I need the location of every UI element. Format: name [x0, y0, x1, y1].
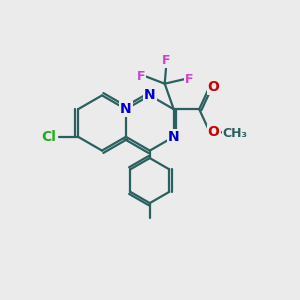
Text: CH₃: CH₃ [223, 127, 248, 140]
Text: F: F [162, 54, 170, 67]
Text: N: N [168, 130, 179, 144]
Text: Cl: Cl [41, 130, 56, 144]
Text: F: F [185, 73, 194, 86]
Text: N: N [120, 102, 132, 116]
Text: O: O [208, 125, 220, 139]
Text: O: O [208, 80, 220, 94]
Text: F: F [136, 70, 145, 83]
Text: N: N [144, 88, 156, 102]
